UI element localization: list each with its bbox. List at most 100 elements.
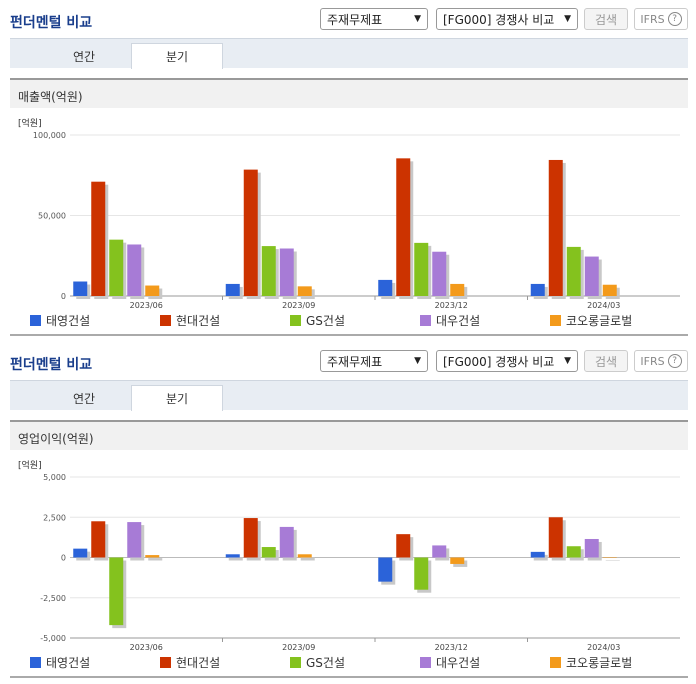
- chevron-down-icon: ▼: [414, 14, 421, 24]
- y-tick-label: 0: [61, 292, 66, 301]
- bar[interactable]: [91, 521, 106, 558]
- legend-swatch: [30, 657, 41, 668]
- legend-item[interactable]: 코오롱글로벌: [550, 312, 632, 329]
- x-tick-label: 2023/06: [130, 301, 163, 310]
- peer-group-select[interactable]: [FG000] 경쟁사 비교 ▼: [436, 350, 578, 372]
- legend-label: 코오롱글로벌: [566, 314, 633, 328]
- bar[interactable]: [584, 256, 599, 296]
- search-button[interactable]: 검색: [584, 350, 628, 372]
- bar[interactable]: [566, 246, 581, 296]
- bar[interactable]: [530, 283, 545, 296]
- y-tick-label: 2,500: [43, 513, 66, 522]
- x-tick-label: 2023/12: [435, 301, 468, 310]
- section-title: 펀더멘털 비교: [10, 357, 93, 373]
- bar[interactable]: [450, 283, 465, 296]
- search-button[interactable]: 검색: [584, 8, 628, 30]
- bar[interactable]: [73, 548, 88, 558]
- chevron-down-icon: ▼: [564, 14, 571, 24]
- bar[interactable]: [566, 546, 581, 558]
- legend-item[interactable]: 태영건설: [30, 654, 90, 671]
- bar[interactable]: [530, 551, 545, 558]
- bar[interactable]: [602, 557, 617, 559]
- bar[interactable]: [414, 242, 429, 296]
- bar[interactable]: [145, 285, 160, 296]
- bar[interactable]: [127, 522, 142, 558]
- bar[interactable]: [243, 169, 258, 296]
- bar[interactable]: [109, 239, 124, 296]
- bar[interactable]: [378, 279, 393, 296]
- bar[interactable]: [91, 181, 106, 296]
- bar[interactable]: [261, 547, 276, 558]
- legend-label: 현대건설: [176, 314, 221, 328]
- bar[interactable]: [432, 251, 447, 296]
- y-tick-label: 0: [61, 554, 66, 563]
- legend-label: 대우건설: [436, 656, 481, 670]
- bar[interactable]: [548, 159, 563, 296]
- bar[interactable]: [584, 538, 599, 558]
- period-tabs: 연간 분기: [10, 38, 688, 69]
- peer-group-select[interactable]: [FG000] 경쟁사 비교 ▼: [436, 8, 578, 30]
- bar[interactable]: [602, 284, 617, 296]
- divider: [10, 676, 688, 678]
- metric-header: 영업이익(억원): [10, 420, 688, 450]
- chevron-down-icon: ▼: [414, 356, 421, 366]
- bar[interactable]: [432, 545, 447, 558]
- legend-item[interactable]: GS건설: [290, 312, 345, 329]
- x-tick-label: 2024/03: [587, 301, 620, 310]
- ifrs-info-button[interactable]: IFRS ?: [634, 8, 688, 30]
- ifrs-info-button[interactable]: IFRS ?: [634, 350, 688, 372]
- legend-item[interactable]: 현대건설: [160, 312, 220, 329]
- legend-item[interactable]: 대우건설: [420, 654, 480, 671]
- bar[interactable]: [109, 557, 124, 626]
- bar[interactable]: [378, 557, 393, 582]
- statement-type-select[interactable]: 주재무제표 ▼: [320, 8, 428, 30]
- bar-chart: [억원] 0 50,000 100,000 2023/06 2023/09 2023/12 2…: [18, 117, 680, 310]
- bar[interactable]: [414, 557, 429, 590]
- bar[interactable]: [297, 554, 312, 558]
- peer-group-value: [FG000] 경쟁사 비교: [443, 354, 555, 369]
- legend-item[interactable]: 현대건설: [160, 654, 220, 671]
- legend-swatch: [420, 315, 431, 326]
- x-tick-label: 2023/09: [282, 643, 315, 652]
- bar[interactable]: [548, 517, 563, 558]
- bar[interactable]: [279, 526, 294, 558]
- bar-shadow: [533, 554, 548, 561]
- bar[interactable]: [225, 554, 240, 558]
- legend-label: 현대건설: [176, 656, 221, 670]
- legend-label: GS건설: [306, 314, 345, 328]
- bar[interactable]: [297, 286, 312, 296]
- statement-type-value: 주재무제표: [327, 354, 383, 369]
- help-icon: ?: [667, 354, 682, 368]
- legend-item[interactable]: 대우건설: [420, 312, 480, 329]
- bar[interactable]: [279, 248, 294, 296]
- bar[interactable]: [450, 557, 465, 564]
- bar[interactable]: [73, 281, 88, 296]
- tab-quarterly[interactable]: 분기: [131, 43, 223, 69]
- bar-shadow: [228, 557, 243, 561]
- tab-annual[interactable]: 연간: [72, 391, 96, 406]
- legend-label: GS건설: [306, 656, 345, 670]
- ifrs-label: IFRS: [640, 12, 665, 26]
- bar-shadow: [605, 560, 620, 561]
- bar[interactable]: [396, 534, 411, 558]
- chevron-down-icon: ▼: [564, 356, 571, 366]
- bar[interactable]: [243, 518, 258, 558]
- legend-item[interactable]: 태영건설: [30, 312, 90, 329]
- bar[interactable]: [396, 158, 411, 296]
- legend-label: 태영건설: [46, 656, 91, 670]
- legend-item[interactable]: 코오롱글로벌: [550, 654, 632, 671]
- x-tick-label: 2024/03: [587, 643, 620, 652]
- tab-quarterly[interactable]: 분기: [131, 385, 223, 411]
- x-tick-label: 2023/12: [435, 643, 468, 652]
- bar[interactable]: [127, 244, 142, 296]
- bar[interactable]: [145, 555, 160, 558]
- legend-item[interactable]: GS건설: [290, 654, 345, 671]
- tab-annual[interactable]: 연간: [72, 49, 96, 64]
- bar[interactable]: [225, 283, 240, 296]
- y-tick-label: 100,000: [33, 131, 66, 140]
- peer-group-value: [FG000] 경쟁사 비교: [443, 12, 555, 27]
- bar[interactable]: [261, 246, 276, 296]
- ifrs-label: IFRS: [640, 354, 665, 368]
- statement-type-select[interactable]: 주재무제표 ▼: [320, 350, 428, 372]
- legend-label: 태영건설: [46, 314, 91, 328]
